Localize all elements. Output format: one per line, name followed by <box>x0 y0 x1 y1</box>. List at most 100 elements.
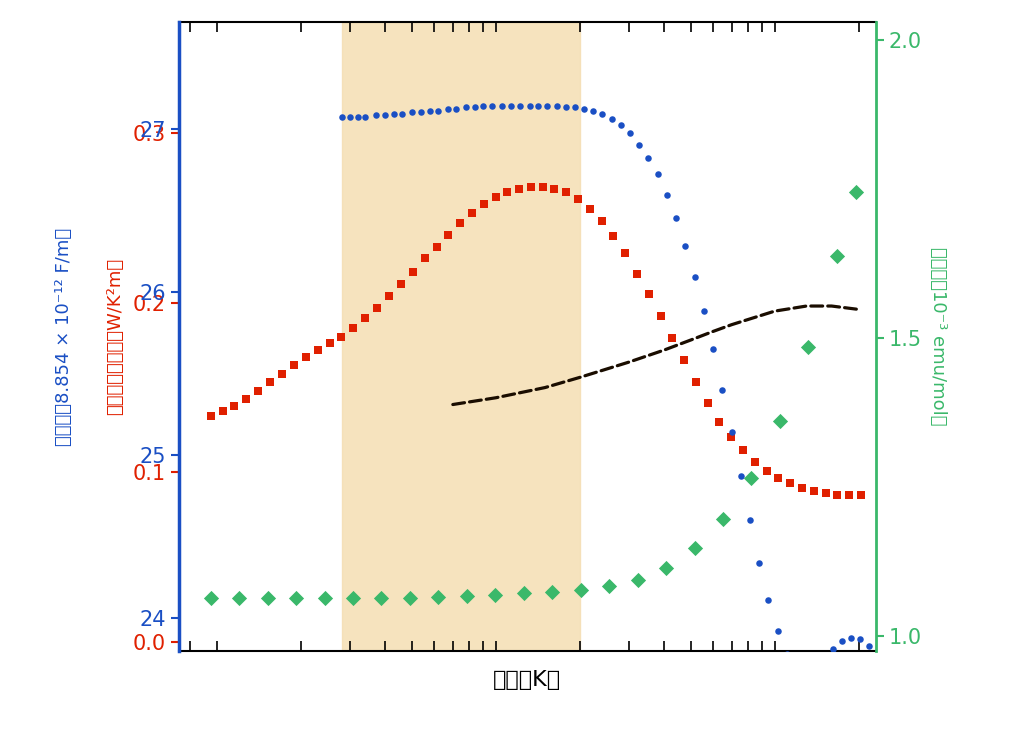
Point <box>743 472 760 484</box>
Point <box>449 103 465 115</box>
Point <box>523 181 540 193</box>
Point <box>861 640 878 652</box>
Point <box>688 376 705 388</box>
Point <box>401 592 418 604</box>
Point <box>601 580 617 592</box>
Point <box>558 186 574 198</box>
Point <box>746 456 763 468</box>
Point <box>393 278 410 290</box>
Point <box>512 99 528 111</box>
Point <box>439 103 456 115</box>
Point <box>298 351 314 363</box>
Point <box>515 587 531 599</box>
Point <box>759 465 775 476</box>
Point <box>357 312 374 324</box>
Point <box>705 343 721 355</box>
Point <box>715 513 731 525</box>
Point <box>458 101 474 113</box>
Point <box>714 384 730 396</box>
Point <box>649 168 666 180</box>
Point <box>665 332 681 344</box>
Point <box>778 648 795 660</box>
Point <box>503 99 519 111</box>
Point <box>640 152 656 164</box>
Point <box>231 592 248 604</box>
Point <box>215 405 231 417</box>
Point <box>386 108 402 120</box>
Point <box>530 99 547 111</box>
Point <box>570 193 587 205</box>
Point <box>377 109 393 121</box>
Point <box>558 101 574 113</box>
Point <box>723 426 739 438</box>
Point <box>582 203 598 215</box>
Point <box>847 186 863 198</box>
X-axis label: 温度（K）: 温度（K） <box>494 669 561 690</box>
Point <box>430 591 446 603</box>
Point <box>459 590 475 602</box>
Point <box>452 217 468 229</box>
Point <box>686 542 702 554</box>
Point <box>668 212 684 224</box>
Point <box>817 487 834 499</box>
Point <box>841 488 857 500</box>
Point <box>288 592 304 604</box>
Point <box>834 635 850 647</box>
Point <box>422 105 438 117</box>
Point <box>794 482 810 494</box>
Point <box>741 514 758 526</box>
Point <box>404 266 421 278</box>
Point <box>622 127 638 139</box>
Point <box>546 183 562 194</box>
Point <box>414 106 430 118</box>
Point <box>629 268 645 280</box>
Point <box>770 471 786 483</box>
Point <box>540 99 556 111</box>
Point <box>769 625 785 637</box>
Point <box>322 337 338 349</box>
Point <box>828 250 845 262</box>
Point <box>345 322 361 334</box>
Point <box>333 331 349 343</box>
Point <box>487 589 504 601</box>
Point <box>309 344 326 356</box>
Point <box>475 198 492 210</box>
Point <box>829 488 846 500</box>
Point <box>484 99 501 111</box>
Point <box>357 111 374 123</box>
Point <box>260 592 276 604</box>
Point <box>723 431 739 443</box>
Point <box>369 301 385 313</box>
Point <box>677 240 693 252</box>
Point <box>806 485 822 497</box>
Point <box>686 271 702 283</box>
Point <box>676 355 692 367</box>
Point <box>566 101 583 113</box>
Point <box>735 444 752 456</box>
Point <box>782 476 799 488</box>
Point <box>440 229 457 241</box>
Point <box>853 488 869 500</box>
Point <box>316 592 333 604</box>
Point <box>521 99 538 111</box>
Bar <box>342 22 580 651</box>
Point <box>815 653 831 665</box>
Point <box>368 109 384 121</box>
Point <box>373 592 389 604</box>
Point <box>262 376 279 388</box>
Point <box>612 119 629 131</box>
Y-axis label: 熱伝導率／温度（W/K²m）: 熱伝導率／温度（W/K²m） <box>106 258 125 415</box>
Point <box>203 592 219 604</box>
Point <box>467 101 483 113</box>
Point <box>464 206 480 218</box>
Point <box>549 99 565 111</box>
Point <box>394 108 411 120</box>
Point <box>274 368 291 380</box>
Point <box>350 111 367 123</box>
Point <box>797 664 813 676</box>
Point <box>286 360 302 372</box>
Point <box>238 393 254 405</box>
Point <box>250 385 266 397</box>
Point <box>760 594 776 606</box>
Point <box>403 106 420 118</box>
